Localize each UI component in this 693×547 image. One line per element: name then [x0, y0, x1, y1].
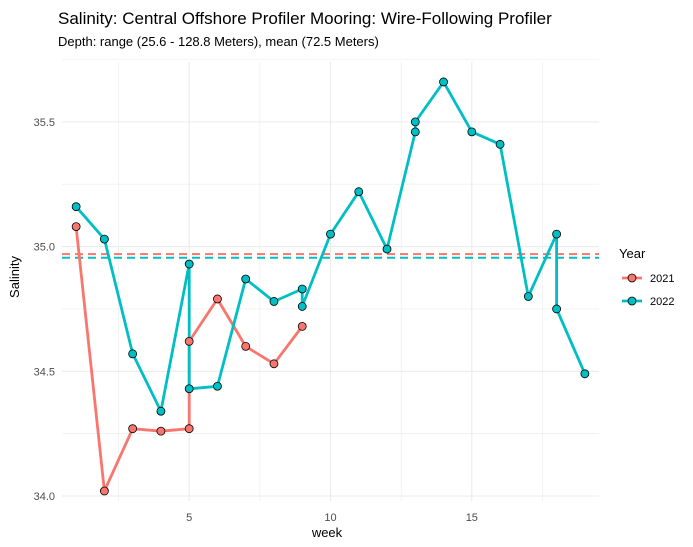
- data-point-2022: [354, 187, 364, 197]
- data-point-2022: [99, 234, 109, 244]
- x-tick-label: 15: [466, 512, 478, 524]
- data-point-2022: [552, 304, 562, 314]
- legend-title: Year: [619, 246, 646, 261]
- data-point-2021: [213, 294, 222, 304]
- y-tick-label: 34.5: [34, 366, 55, 378]
- x-tick-label: 10: [324, 512, 336, 524]
- data-point-2022: [241, 274, 251, 284]
- data-point-2022: [326, 229, 335, 239]
- data-point-2021: [269, 359, 279, 369]
- data-point-2022: [467, 127, 477, 137]
- y-tick-labels: 34.0 34.5 35.0 35.5: [34, 117, 55, 503]
- data-point-2022: [128, 349, 138, 359]
- chart-subtitle: Depth: range (25.6 - 128.8 Meters), mean…: [58, 34, 379, 49]
- legend: Year 2021 2022: [619, 246, 674, 308]
- data-point-2022: [382, 244, 392, 254]
- x-axis-label: week: [311, 525, 343, 540]
- legend-key-point-2021: [627, 273, 637, 283]
- data-point-2022: [523, 292, 533, 301]
- data-point-2022: [184, 384, 194, 394]
- data-point-2021: [241, 341, 251, 351]
- data-point-2022: [71, 202, 81, 212]
- data-point-2022: [184, 259, 194, 269]
- y-axis-label: Salinity: [7, 256, 22, 298]
- y-tick-label: 34.0: [34, 491, 55, 503]
- grid: [62, 59, 599, 501]
- data-point-2022: [410, 117, 420, 127]
- data-point-2021: [156, 426, 166, 436]
- y-tick-label: 35.0: [34, 242, 55, 254]
- data-point-2022: [495, 139, 505, 149]
- legend-key-point-2022: [627, 296, 637, 306]
- x-tick-labels: 5 10 15: [186, 512, 478, 524]
- y-tick-label: 35.5: [34, 117, 55, 129]
- legend-label-2021: 2021: [650, 273, 674, 285]
- data-point-2021: [128, 424, 138, 434]
- data-point-2022: [580, 369, 590, 379]
- legend-label-2022: 2022: [650, 296, 674, 308]
- chart-title: Salinity: Central Offshore Profiler Moor…: [58, 9, 552, 28]
- data-point-2021: [184, 336, 194, 346]
- data-point-2022: [297, 302, 307, 311]
- data-point-2021: [297, 321, 307, 331]
- data-point-2022: [439, 77, 448, 87]
- data-point-2022: [269, 297, 279, 306]
- data-point-2022: [156, 406, 166, 416]
- data-point-2021: [99, 486, 109, 496]
- data-point-2022: [410, 127, 420, 137]
- x-tick-label: 5: [186, 512, 192, 524]
- data-point-2021: [184, 424, 194, 434]
- data-point-2021: [71, 222, 81, 232]
- series-points: [71, 77, 590, 496]
- data-point-2022: [297, 284, 307, 294]
- data-point-2022: [213, 381, 222, 391]
- data-point-2022: [552, 229, 562, 239]
- mean-lines: [62, 253, 599, 259]
